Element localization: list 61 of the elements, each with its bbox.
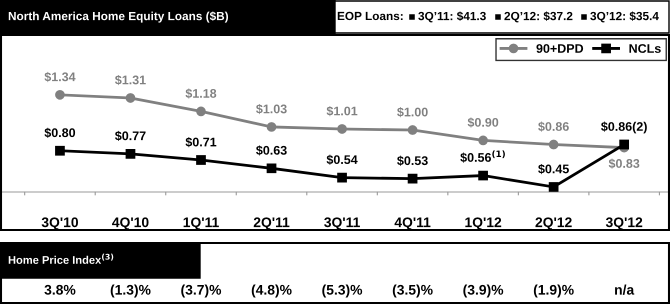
point xyxy=(266,122,276,132)
text: n/a xyxy=(615,284,634,295)
point xyxy=(408,125,418,135)
legend-label: 90+DPD xyxy=(536,44,584,53)
point xyxy=(55,90,65,100)
x-tick-label: 2Q'11 xyxy=(254,217,290,230)
data-label: $1.31 xyxy=(115,74,146,86)
data-label: $0.90 xyxy=(468,117,498,128)
x-tick-label: 1Q'12 xyxy=(465,217,502,230)
text: (3.5)% xyxy=(392,284,433,298)
text: (4.8)% xyxy=(252,284,292,298)
data-label: $0.80 xyxy=(44,128,76,138)
x-tick-label: 3Q'11 xyxy=(324,217,360,230)
text: (3.7)% xyxy=(181,284,222,298)
x-tick-label: 4Q'11 xyxy=(394,217,430,230)
data-label: $0.77 xyxy=(115,130,146,142)
point xyxy=(478,170,488,180)
text: (5.3)% xyxy=(322,284,362,298)
point xyxy=(55,146,65,156)
data-label: $1.01 xyxy=(326,106,358,116)
text: EOP Loans: xyxy=(338,12,403,20)
data-label: $1.03 xyxy=(256,104,287,114)
data-label: $0.63 xyxy=(256,145,287,156)
data-label: $0.45 xyxy=(538,164,569,174)
data-label: $0.54 xyxy=(326,154,358,165)
x-tick-label: 4Q'10 xyxy=(112,217,149,230)
point xyxy=(126,148,136,159)
data-label: $0.56$^{(1)}$ xyxy=(460,150,505,163)
x-tick-label: 3Q'12 xyxy=(606,217,642,230)
text: (1.9)% xyxy=(534,284,574,298)
text: (3.9)% xyxy=(463,284,504,298)
x-tick-label: 1Q'11 xyxy=(184,217,219,230)
point xyxy=(548,140,558,150)
data-label: $1.18 xyxy=(186,88,216,99)
data-label: $0.83 xyxy=(608,158,640,169)
point xyxy=(548,182,558,192)
data-label: $0.86(2) xyxy=(601,122,647,134)
chart-title: North America Home Equity Loans ($B) xyxy=(8,11,228,23)
point xyxy=(408,174,418,184)
point xyxy=(337,172,347,182)
x-tick-label: 3Q'10 xyxy=(42,217,78,230)
point xyxy=(478,136,488,146)
data-label: $0.53 xyxy=(397,156,428,166)
legend-label: NCLs xyxy=(629,44,661,53)
point xyxy=(619,140,630,150)
point xyxy=(337,124,347,134)
text: Home Price Index$^{(3)}$ xyxy=(8,254,114,264)
text: 3.8% xyxy=(44,284,76,295)
text: 2Q’12: $37.2 xyxy=(504,11,572,22)
text: 3Q’12: $35.4 xyxy=(590,11,659,22)
data-label: $0.71 xyxy=(186,137,216,148)
data-label: $0.86 xyxy=(538,122,569,132)
data-label: $1.00 xyxy=(397,107,428,118)
point xyxy=(126,93,136,103)
text: (1.3)% xyxy=(110,284,151,298)
point xyxy=(196,155,206,165)
text: 3Q’11: $41.3 xyxy=(418,11,486,22)
x-tick-label: 2Q'12 xyxy=(535,217,572,230)
point xyxy=(196,106,206,116)
data-label: $1.34 xyxy=(44,72,76,82)
point xyxy=(266,163,276,174)
